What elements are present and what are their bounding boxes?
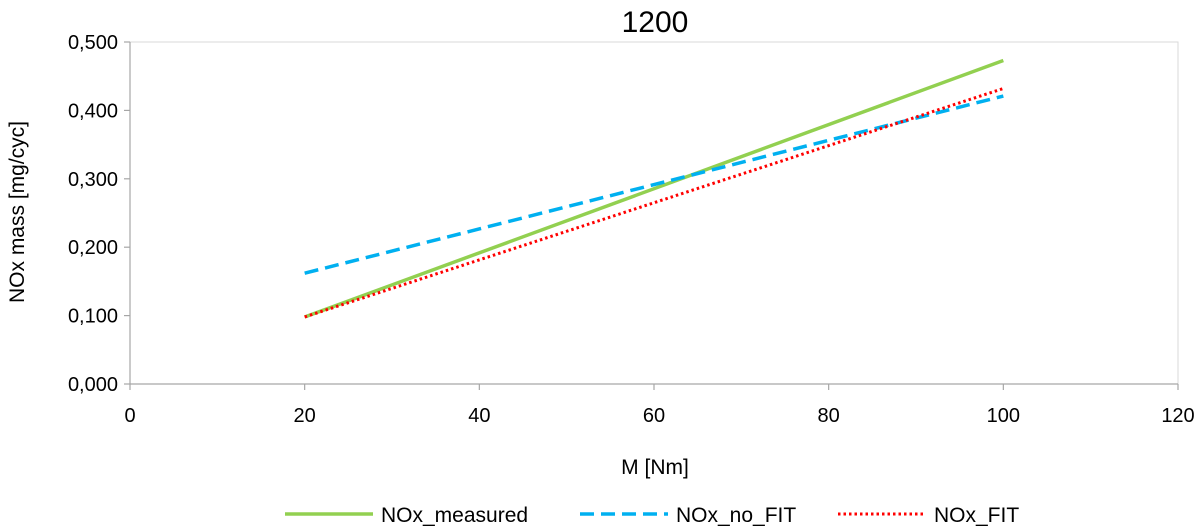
x-tick-label: 100 [987, 405, 1020, 427]
y-tick-label: 0,500 [68, 32, 118, 54]
plot-border [129, 41, 1179, 385]
series-line-nox-no-fit [304, 94, 1004, 275]
legend: NOx_measured NOx_no_FIT NOx_FIT [285, 504, 1019, 527]
y-tick-label: 0,300 [68, 169, 118, 191]
x-tick-label: 40 [468, 405, 490, 427]
y-axis-title: NOx mass [mg/cyc] [6, 121, 29, 303]
legend-label: NOx_measured [381, 504, 528, 527]
y-axis: 0,000 0,100 0,200 0,300 0,400 0,500 [68, 32, 131, 396]
chart-title: 1200 [622, 6, 689, 39]
legend-item: NOx_measured [285, 504, 528, 527]
x-tick-label: 0 [124, 405, 135, 427]
legend-item: NOx_no_FIT [580, 504, 796, 527]
legend-label: NOx_FIT [934, 504, 1019, 527]
x-tick-label: 60 [643, 405, 665, 427]
legend-item: NOx_FIT [838, 504, 1019, 527]
x-tick-label: 120 [1161, 405, 1194, 427]
y-tick-label: 0,000 [68, 374, 118, 396]
y-tick-label: 0,400 [68, 100, 118, 122]
x-tick-label: 20 [294, 405, 316, 427]
series-line-nox-fit [304, 87, 1004, 319]
series-line-nox-measured [304, 58, 1004, 319]
x-axis-title: M [Nm] [621, 456, 689, 479]
plot-area [129, 41, 1179, 385]
y-tick-label: 0,100 [68, 306, 118, 328]
legend-label: NOx_no_FIT [676, 504, 796, 527]
x-axis: 0 20 40 60 80 100 120 [124, 383, 1195, 427]
series-layer [304, 58, 1004, 319]
y-tick-label: 0,200 [68, 237, 118, 259]
x-tick-label: 80 [818, 405, 840, 427]
